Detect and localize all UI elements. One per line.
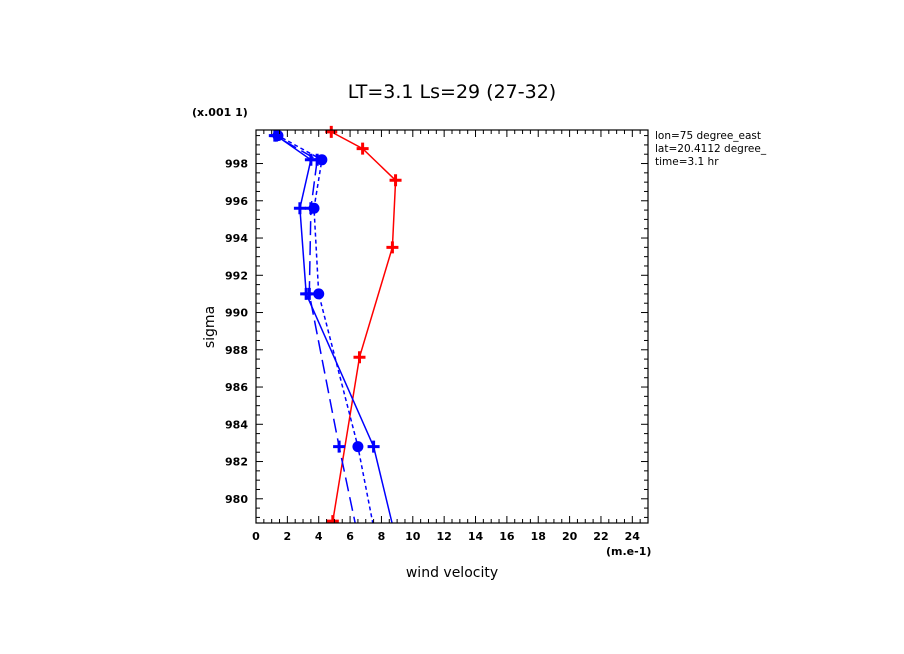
plot-frame — [255, 129, 649, 524]
x-scale-label: (m.e-1) — [606, 545, 651, 558]
chart-title: LT=3.1 Ls=29 (27-32) — [348, 81, 556, 103]
x-tick-label: 4 — [315, 530, 323, 543]
data-point — [293, 202, 306, 215]
series-line-4 — [274, 134, 356, 523]
x-tick-label: 2 — [284, 530, 292, 543]
data-point — [392, 642, 403, 653]
y-tick-label: 990 — [225, 307, 248, 320]
x-tick-label: 12 — [437, 530, 452, 543]
x-axis-label: wind velocity — [406, 565, 498, 581]
series-line-1 — [330, 131, 397, 522]
data-point — [353, 351, 366, 364]
x-axis-ticks: 0 2 4 6 8 10 12 14 16 18 20 22 24 — [252, 130, 649, 543]
data-point — [386, 241, 399, 254]
data-point — [416, 642, 428, 654]
y-scale-label: (x.001 1) — [192, 106, 248, 119]
data-point — [367, 440, 380, 453]
series-line-3 — [277, 134, 374, 523]
data-point — [356, 142, 369, 155]
data-point — [352, 441, 364, 453]
info-time: time=3.1 hr — [655, 156, 719, 168]
y-tick-label: 986 — [225, 381, 248, 394]
x-tick-label: 18 — [531, 530, 546, 543]
y-tick-label: 998 — [225, 158, 248, 171]
y-axis-ticks: 980 982 984 986 988 990 992 994 996 998 — [225, 135, 648, 518]
x-tick-label: 22 — [593, 530, 608, 543]
data-point — [311, 153, 324, 166]
series-layer — [268, 125, 428, 654]
series-line-2 — [275, 134, 393, 523]
data-point — [326, 515, 339, 523]
data-point — [268, 129, 281, 142]
y-tick-label: 988 — [225, 344, 248, 357]
x-tick-label: 14 — [468, 530, 484, 543]
x-tick-label: 16 — [499, 530, 515, 543]
info-lon: lon=75 degree_east — [655, 130, 761, 142]
data-point — [333, 440, 346, 453]
y-axis-label: sigma — [202, 306, 218, 348]
data-point — [325, 125, 338, 138]
data-point — [313, 288, 325, 300]
y-tick-label: 984 — [225, 418, 248, 431]
x-tick-label: 0 — [252, 530, 260, 543]
y-tick-label: 982 — [225, 456, 248, 469]
y-tick-label: 996 — [225, 195, 248, 208]
data-point — [389, 174, 402, 187]
y-tick-label: 992 — [225, 269, 248, 282]
x-tick-label: 24 — [625, 530, 641, 543]
y-tick-label: 980 — [225, 493, 248, 506]
x-tick-label: 20 — [562, 530, 578, 543]
data-point — [304, 202, 317, 215]
x-tick-label: 6 — [346, 530, 354, 543]
data-point — [303, 287, 316, 300]
info-lat: lat=20.4112 degree_ — [655, 143, 767, 155]
data-point — [375, 642, 387, 654]
y-tick-label: 994 — [225, 232, 248, 245]
x-tick-label: 8 — [378, 530, 386, 543]
x-tick-label: 10 — [405, 530, 421, 543]
